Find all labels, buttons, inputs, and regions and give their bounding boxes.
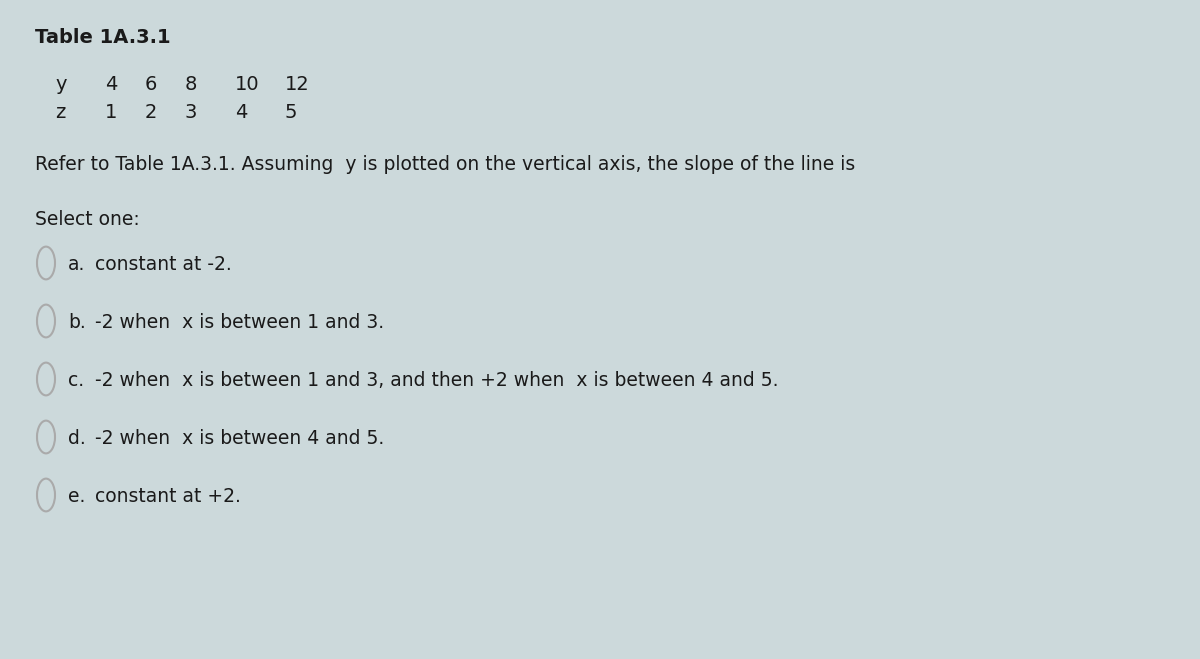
Text: 12: 12 [286, 75, 310, 94]
Text: 5: 5 [286, 103, 298, 122]
Text: constant at -2.: constant at -2. [95, 255, 232, 274]
Text: Refer to Table 1A.3.1. Assuming  y is plotted on the vertical axis, the slope of: Refer to Table 1A.3.1. Assuming y is plo… [35, 155, 856, 174]
Text: e.: e. [68, 487, 85, 506]
Text: Table 1A.3.1: Table 1A.3.1 [35, 28, 170, 47]
Text: 3: 3 [185, 103, 197, 122]
Text: Select one:: Select one: [35, 210, 139, 229]
Text: constant at +2.: constant at +2. [95, 487, 241, 506]
Text: y: y [55, 75, 66, 94]
Text: b.: b. [68, 313, 85, 332]
Text: c.: c. [68, 371, 84, 390]
Text: d.: d. [68, 429, 85, 448]
Text: -2 when  x is between 1 and 3, and then +2 when  x is between 4 and 5.: -2 when x is between 1 and 3, and then +… [95, 371, 779, 390]
Text: 4: 4 [106, 75, 118, 94]
Text: 2: 2 [145, 103, 157, 122]
Text: 6: 6 [145, 75, 157, 94]
Text: 8: 8 [185, 75, 197, 94]
Text: -2 when  x is between 1 and 3.: -2 when x is between 1 and 3. [95, 313, 384, 332]
Text: 10: 10 [235, 75, 259, 94]
Text: a.: a. [68, 255, 85, 274]
Text: 1: 1 [106, 103, 118, 122]
Text: -2 when  x is between 4 and 5.: -2 when x is between 4 and 5. [95, 429, 384, 448]
Text: 4: 4 [235, 103, 247, 122]
Text: z: z [55, 103, 65, 122]
